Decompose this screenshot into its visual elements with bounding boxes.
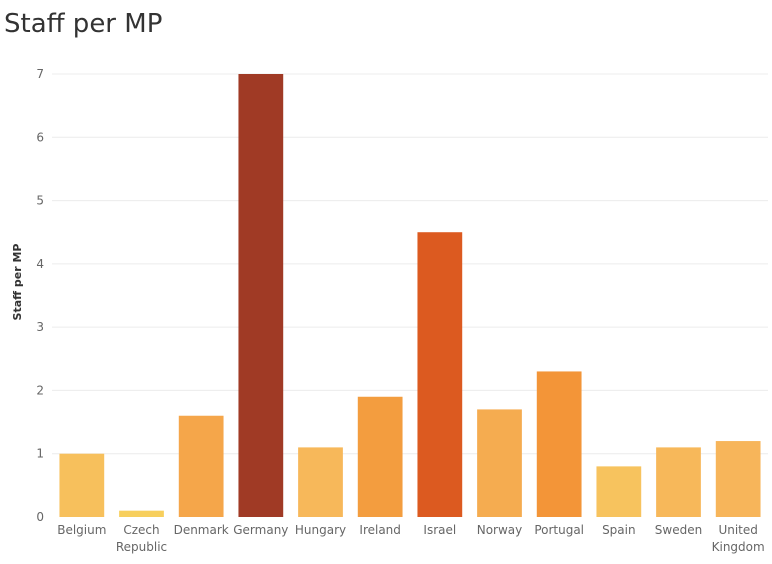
y-tick-label: 7: [36, 67, 44, 81]
bar-spain[interactable]: [596, 466, 642, 517]
bar-czech-republic[interactable]: [119, 510, 164, 517]
bars: [59, 74, 761, 517]
x-tick-label: Sweden: [655, 523, 702, 537]
bar-ireland[interactable]: [357, 396, 403, 517]
x-axis-ticks: Belgium Czech Republic Denmark Germany Hungar…: [57, 523, 764, 554]
x-tick-label: Czech Republic: [116, 523, 167, 554]
x-tick-label: Hungary: [295, 523, 346, 537]
bar-sweden[interactable]: [656, 447, 701, 517]
x-tick-label: Norway: [477, 523, 523, 537]
bar-hungary[interactable]: [298, 447, 343, 517]
y-tick-label: 3: [36, 320, 44, 334]
x-tick-label: Belgium: [57, 523, 106, 537]
x-tick-label: Portugal: [534, 523, 584, 537]
x-tick-label: Denmark: [174, 523, 229, 537]
x-tick-label: Germany: [233, 523, 288, 537]
bar-norway[interactable]: [477, 409, 522, 517]
bar-israel[interactable]: [417, 232, 463, 517]
gridlines: [52, 73, 768, 455]
x-tick-label: Israel: [423, 523, 456, 537]
bar-united-kingdom[interactable]: [715, 441, 761, 517]
y-tick-label: 2: [36, 383, 44, 397]
bar-belgium[interactable]: [59, 453, 105, 517]
y-tick-label: 5: [36, 194, 44, 208]
y-tick-label: 1: [36, 447, 44, 461]
y-tick-label: 6: [36, 130, 44, 144]
bar-denmark[interactable]: [178, 415, 224, 517]
y-tick-label: 0: [36, 510, 44, 524]
x-tick-label: Spain: [602, 523, 636, 537]
x-tick-label: Ireland: [359, 523, 401, 537]
x-tick-label: United Kingdom: [712, 523, 765, 554]
bar-germany[interactable]: [238, 74, 284, 517]
y-axis-ticks: 0 1 2 3 4 5 6 7: [36, 67, 44, 524]
chart-title: Staff per MP: [4, 9, 163, 39]
bar-portugal[interactable]: [536, 371, 582, 517]
y-axis-title: Staff per MP: [11, 244, 24, 321]
y-tick-label: 4: [36, 257, 44, 271]
